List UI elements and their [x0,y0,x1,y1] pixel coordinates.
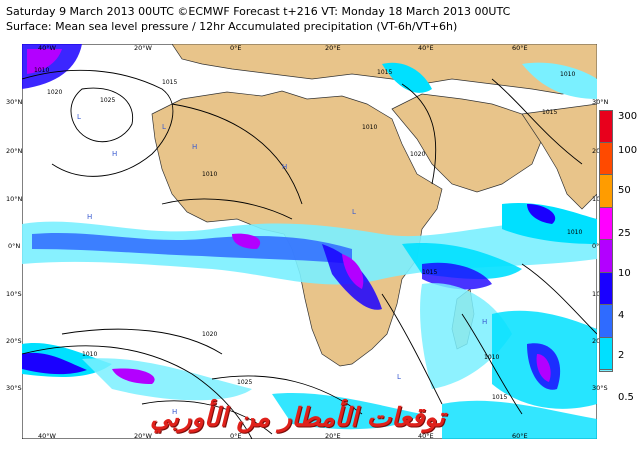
isobar-lines [22,69,597,439]
isobar-labels: 1010 1015 1020 1025 1015 1010 1020 1015 … [34,67,582,401]
isobar-label: 1010 [202,171,217,178]
watermark-arabic-text: توقعات الأمطار من الأوربي [150,403,445,433]
lat-label-left: 10°N [6,195,23,203]
low-pressure-marker: L [77,113,81,121]
lat-label-right: 30°N [592,98,609,106]
colorbar-swatch [599,110,613,143]
forecast-map: 1010 1015 1020 1025 1015 1010 1020 1015 … [22,44,597,439]
colorbar-label: 100 [618,145,638,156]
lon-label-top: 60°E [512,44,528,52]
colorbar-label: 300 [618,111,638,122]
isobar-label: 1010 [567,229,582,236]
lon-label-bottom: 20°E [325,432,341,440]
lon-label-bottom: 60°E [512,432,528,440]
lat-label-right: 0°N [592,242,604,250]
precipitation-colorbar [599,110,613,372]
colorbar-swatch [599,175,613,208]
lon-label-top: 20°E [325,44,341,52]
high-pressure-marker: H [87,213,92,221]
isobar-label: 1015 [492,394,507,401]
lon-label-top: 20°W [134,44,152,52]
isobar-label: 1015 [377,69,392,76]
lat-label-left: 30°S [6,384,22,392]
chart-header: Saturday 9 March 2013 00UTC ©ECMWF Forec… [6,4,510,34]
isobar-label: 1010 [82,351,97,358]
lon-label-top: 40°E [418,44,434,52]
lat-label-left: 10°S [6,290,22,298]
low-pressure-marker: L [397,373,401,381]
lat-label-left: 0°N [8,242,21,250]
isobar-label: 1020 [47,89,62,96]
arabia-landmass [391,93,543,193]
asia-landmass [521,103,597,210]
isobar-label: 1025 [237,379,252,386]
isobar-label: 1025 [100,97,115,104]
isobar-label: 1010 [484,354,499,361]
lat-label-left: 20°N [6,147,23,155]
high-pressure-marker: H [192,143,197,151]
lon-label-bottom: 40°E [418,432,434,440]
colorbar-label: 4 [618,310,625,321]
colorbar-swatch [599,142,613,175]
high-pressure-marker: H [282,163,287,171]
isobar-label: 1015 [422,269,437,276]
isobar-label: 1010 [34,67,49,74]
lon-label-top: 0°E [230,44,242,52]
colorbar-label: 25 [618,228,631,239]
header-line2: Surface: Mean sea level pressure / 12hr … [6,20,458,33]
lat-label-left: 30°N [6,98,23,106]
isobar-label: 1020 [410,151,425,158]
lon-label-bottom: 40°W [38,432,56,440]
high-pressure-marker: H [112,150,117,158]
colorbar-label: 0.5 [618,392,634,403]
lon-label-bottom: 0°E [230,432,242,440]
high-pressure-marker: H [482,318,487,326]
colorbar-swatch [599,337,613,370]
colorbar-swatch [599,240,613,273]
isobar-label: 1015 [162,79,177,86]
low-pressure-marker: L [352,208,356,216]
colorbar-swatch [599,207,613,240]
isobar-label: 1010 [560,71,575,78]
colorbar-swatch [599,272,613,305]
colorbar-label: 2 [618,350,625,361]
colorbar-label: 10 [618,268,631,279]
pressure-centres: H H L L H H L L H H [77,113,487,416]
lat-label-right: 30°S [592,384,608,392]
isobar-label: 1020 [202,331,217,338]
low-pressure-marker: L [162,123,166,131]
lon-label-bottom: 20°W [134,432,152,440]
isobar-label: 1010 [362,124,377,131]
precipitation-field [22,44,597,439]
colorbar-swatch [599,305,613,338]
lat-label-left: 20°S [6,337,22,345]
colorbar-swatch [599,370,613,372]
lon-label-top: 40°W [38,44,56,52]
isobar-label: 1015 [542,109,557,116]
header-line1: Saturday 9 March 2013 00UTC ©ECMWF Forec… [6,5,511,18]
high-pressure-marker: H [172,408,177,416]
colorbar-label: 50 [618,185,631,196]
